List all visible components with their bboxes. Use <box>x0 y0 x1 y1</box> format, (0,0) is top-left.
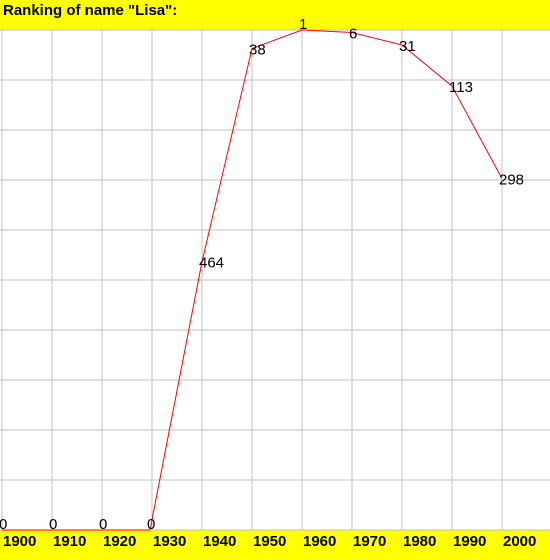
x-tick-label: 1990 <box>453 533 486 550</box>
data-label-1920: 0 <box>99 516 107 533</box>
data-label-2000: 298 <box>499 172 524 189</box>
data-label-1990: 113 <box>449 79 473 96</box>
x-tick-label: 1960 <box>303 533 336 550</box>
x-tick-label: 1980 <box>403 533 436 550</box>
data-labels: 0 0 0 0 464 38 1 6 31 113 298 <box>0 16 524 533</box>
x-tick-label: 1910 <box>53 533 86 550</box>
x-tick-label: 1900 <box>3 533 36 550</box>
series-lisa <box>2 29 503 531</box>
page-title: Ranking of name "Lisa": <box>0 0 550 30</box>
x-tick-label: 2000 <box>503 533 536 550</box>
x-tick-label: 1940 <box>203 533 236 550</box>
data-label-1960: 1 <box>299 16 307 33</box>
data-label-1930: 0 <box>147 516 155 533</box>
data-label-1970: 6 <box>349 26 357 43</box>
x-tick-label: 1950 <box>253 533 286 550</box>
x-tick-label: 1930 <box>153 533 186 550</box>
data-label-1980: 31 <box>399 38 416 55</box>
x-axis-band <box>0 530 550 560</box>
data-label-1900: 0 <box>0 516 7 533</box>
x-axis-ticks: 1900 1910 1920 1930 1940 1950 1960 1970 1980 1990… <box>3 533 536 550</box>
x-tick-label: 1920 <box>103 533 136 550</box>
data-label-1910: 0 <box>49 516 57 533</box>
series-line <box>2 29 503 531</box>
data-label-1950: 38 <box>249 42 266 59</box>
grid <box>0 29 550 531</box>
data-label-1940: 464 <box>199 255 224 272</box>
x-tick-label: 1970 <box>353 533 386 550</box>
